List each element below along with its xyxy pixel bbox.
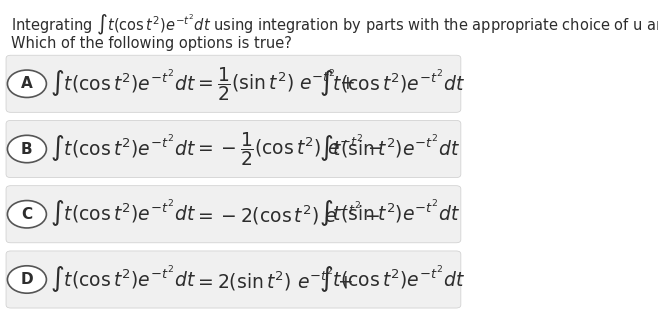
Text: $\int t(\cos t^2)e^{-t^2}dt$: $\int t(\cos t^2)e^{-t^2}dt$ xyxy=(50,265,196,294)
FancyBboxPatch shape xyxy=(6,251,461,308)
Text: $\int t(\sin t^2)e^{-t^2}dt$: $\int t(\sin t^2)e^{-t^2}dt$ xyxy=(319,134,461,164)
Text: Which of the following options is true?: Which of the following options is true? xyxy=(11,36,291,51)
Text: $\int t(\cos t^2)e^{-t^2}dt$: $\int t(\cos t^2)e^{-t^2}dt$ xyxy=(319,265,465,294)
Text: $= \dfrac{1}{2}(\sin t^2)\ e^{-t^2} +$: $= \dfrac{1}{2}(\sin t^2)\ e^{-t^2} +$ xyxy=(194,65,355,103)
Circle shape xyxy=(7,266,47,293)
Text: $= -2(\cos t^2)\ e^{-t^2} -$: $= -2(\cos t^2)\ e^{-t^2} -$ xyxy=(194,201,380,227)
Text: $= 2(\sin t^2)\ e^{-t^2} +$: $= 2(\sin t^2)\ e^{-t^2} +$ xyxy=(194,266,353,292)
FancyBboxPatch shape xyxy=(6,120,461,178)
FancyBboxPatch shape xyxy=(6,186,461,243)
FancyBboxPatch shape xyxy=(6,55,461,112)
Circle shape xyxy=(7,135,47,163)
Text: $\int t(\cos t^2)e^{-t^2}dt$: $\int t(\cos t^2)e^{-t^2}dt$ xyxy=(50,199,196,229)
Text: $\int t(\cos t^2)e^{-t^2}dt$: $\int t(\cos t^2)e^{-t^2}dt$ xyxy=(319,69,465,99)
Text: $\int t(\cos t^2)e^{-t^2}dt$: $\int t(\cos t^2)e^{-t^2}dt$ xyxy=(50,69,196,99)
Text: B: B xyxy=(21,141,33,157)
Text: $\int t(\sin t^2)e^{-t^2}dt$: $\int t(\sin t^2)e^{-t^2}dt$ xyxy=(319,199,461,229)
Circle shape xyxy=(7,201,47,228)
Circle shape xyxy=(7,70,47,97)
Text: $\int t(\cos t^2)e^{-t^2}dt$: $\int t(\cos t^2)e^{-t^2}dt$ xyxy=(50,134,196,164)
Text: Integrating $\int t(\cos t^2)e^{-t^2}dt$ using integration by parts with the app: Integrating $\int t(\cos t^2)e^{-t^2}dt$… xyxy=(11,13,658,38)
Text: C: C xyxy=(21,207,32,222)
Text: D: D xyxy=(20,272,33,287)
Text: A: A xyxy=(21,76,33,91)
Text: $= -\dfrac{1}{2}(\cos t^2)\ e^{-t^2} -$: $= -\dfrac{1}{2}(\cos t^2)\ e^{-t^2} -$ xyxy=(194,130,383,168)
